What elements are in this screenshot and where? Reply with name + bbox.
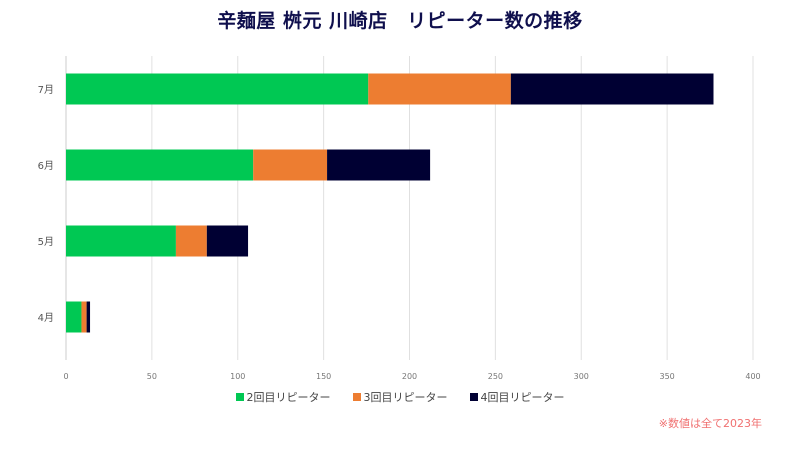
legend-item-4th: 4回目リピーター — [469, 389, 565, 405]
y-category-label: 7月 — [38, 84, 54, 96]
x-tick-label: 200 — [402, 372, 417, 381]
x-tick-label: 350 — [659, 372, 674, 381]
bar-segment-2-3 — [66, 73, 369, 105]
bar-segment-4-1 — [206, 225, 249, 257]
footnote: ※数値は全て2023年 — [658, 417, 762, 430]
legend-swatch-3rd — [352, 393, 361, 401]
x-tick-label: 100 — [230, 372, 245, 381]
legend-label-4th: 4回目リピーター — [480, 391, 565, 404]
bar-segment-4-2 — [327, 149, 431, 181]
bar-segment-3-3 — [368, 73, 511, 105]
bar-segment-3-2 — [253, 149, 328, 181]
legend-label-3rd: 3回目リピーター — [363, 391, 448, 404]
bar-segment-3-1 — [175, 225, 207, 257]
x-tick-label: 0 — [63, 372, 68, 381]
x-tick-label: 50 — [147, 372, 157, 381]
x-tick-label: 150 — [316, 372, 331, 381]
legend-item-2nd: 2回目リピーター — [235, 389, 331, 405]
legend-swatch-4th — [469, 393, 478, 401]
legend-label-2nd: 2回目リピーター — [246, 391, 331, 404]
bar-segment-2-0 — [66, 301, 82, 333]
x-tick-label: 300 — [574, 372, 589, 381]
legend: 2回目リピーター 3回目リピーター 4回目リピーター — [0, 389, 800, 405]
legend-swatch-2nd — [235, 393, 244, 401]
bar-segment-2-2 — [66, 149, 254, 181]
y-category-label: 5月 — [38, 236, 54, 248]
x-tick-label: 250 — [488, 372, 503, 381]
legend-item-3rd: 3回目リピーター — [352, 389, 448, 405]
y-category-label: 4月 — [38, 312, 54, 324]
x-tick-label: 400 — [745, 372, 760, 381]
y-category-label: 6月 — [38, 160, 54, 172]
chart-title: 辛麺屋 桝元 川崎店 リピーター数の推移 — [217, 10, 583, 32]
bar-segment-2-1 — [66, 225, 176, 257]
bar-segment-3-0 — [81, 301, 87, 333]
bar-segment-4-3 — [510, 73, 714, 105]
bar-segment-4-0 — [86, 301, 91, 333]
